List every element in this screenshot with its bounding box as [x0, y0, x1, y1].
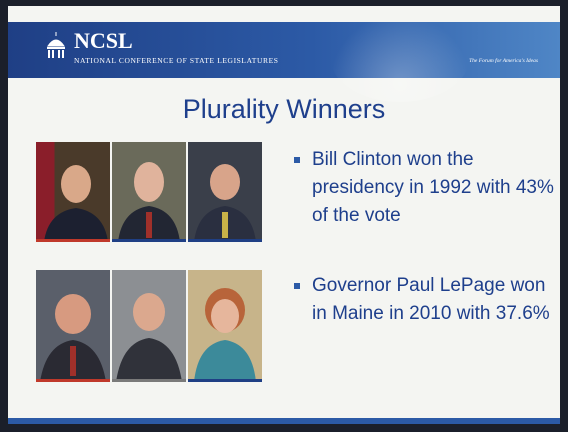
slide-title: Plurality Winners: [8, 94, 560, 125]
organization-name: National Conference of State Legislature…: [74, 56, 279, 65]
photo: [112, 270, 186, 382]
page: NCSL National Conference of State Legisl…: [0, 0, 568, 432]
footer-band: [8, 418, 560, 424]
tagline: The Forum for America's Ideas: [469, 58, 538, 64]
slide: NCSL National Conference of State Legisl…: [8, 6, 560, 424]
photo: [112, 142, 186, 242]
bullet-list: Bill Clinton won the presidency in 1992 …: [290, 146, 560, 230]
photo: [36, 270, 110, 382]
logo-icon: [44, 30, 68, 60]
photo: [188, 270, 262, 382]
bullet: Bill Clinton won the presidency in 1992 …: [312, 146, 560, 230]
bullet-list: Governor Paul LePage won in Maine in 201…: [290, 272, 560, 328]
photo: [188, 142, 262, 242]
logo-text: NCSL: [74, 28, 133, 54]
bullet: Governor Paul LePage won in Maine in 201…: [312, 272, 560, 328]
photo: [36, 142, 110, 242]
